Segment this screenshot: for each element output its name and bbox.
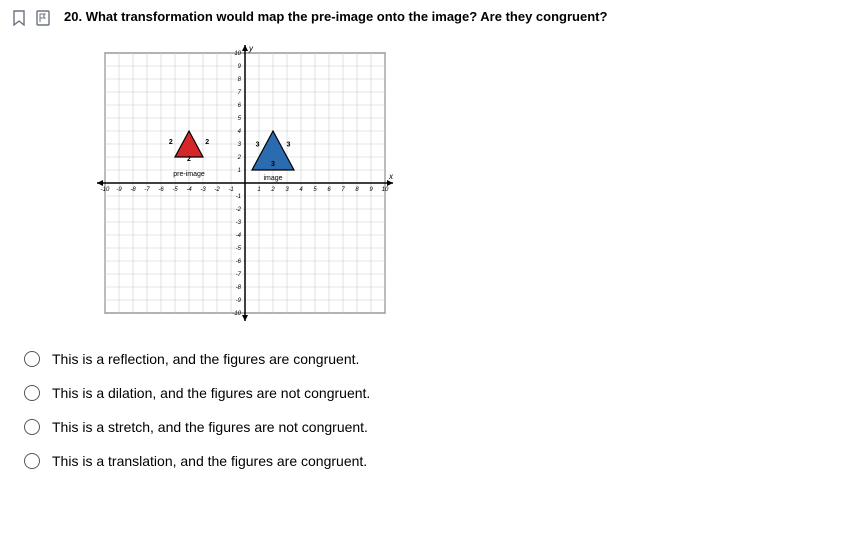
svg-text:1: 1 [257, 187, 260, 193]
svg-text:image: image [263, 175, 282, 182]
svg-text:2: 2 [169, 139, 173, 146]
radio-icon[interactable] [24, 419, 40, 435]
svg-text:-3: -3 [200, 187, 206, 193]
svg-text:-1: -1 [228, 187, 233, 193]
svg-text:3: 3 [256, 142, 260, 149]
svg-text:10: 10 [234, 51, 241, 57]
svg-text:1: 1 [238, 168, 241, 174]
svg-text:2: 2 [187, 156, 191, 163]
svg-text:-6: -6 [236, 259, 242, 265]
svg-text:-8: -8 [236, 285, 242, 291]
svg-text:-4: -4 [186, 187, 192, 193]
svg-text:-7: -7 [144, 187, 150, 193]
answer-option[interactable]: This is a translation, and the figures a… [24, 453, 829, 469]
svg-text:-5: -5 [236, 246, 242, 252]
svg-text:-9: -9 [116, 187, 122, 193]
svg-text:-5: -5 [172, 187, 178, 193]
graph-svg: -10-9-8-7-6-5-4-3-2-11234567891012345678… [90, 38, 400, 328]
svg-text:-9: -9 [236, 298, 242, 304]
radio-icon[interactable] [24, 385, 40, 401]
answer-text: This is a stretch, and the figures are n… [52, 419, 368, 435]
answer-option[interactable]: This is a dilation, and the figures are … [24, 385, 829, 401]
answer-option[interactable]: This is a reflection, and the figures ar… [24, 351, 829, 367]
svg-text:3: 3 [271, 161, 275, 168]
svg-text:y: y [248, 44, 254, 53]
answer-option[interactable]: This is a stretch, and the figures are n… [24, 419, 829, 435]
svg-text:-3: -3 [236, 220, 242, 226]
svg-text:-10: -10 [232, 311, 241, 317]
svg-text:-1: -1 [236, 194, 241, 200]
svg-text:2: 2 [270, 187, 275, 193]
question-prompt: What transformation would map the pre-im… [86, 9, 608, 24]
question-number: 20. [64, 9, 82, 24]
question-text-block: 20. What transformation would map the pr… [64, 8, 607, 26]
answer-text: This is a translation, and the figures a… [52, 453, 367, 469]
icon-group [12, 10, 50, 26]
svg-text:x: x [388, 172, 394, 181]
flag-icon[interactable] [36, 10, 50, 26]
svg-text:-2: -2 [236, 207, 242, 213]
svg-text:-8: -8 [130, 187, 136, 193]
svg-text:-6: -6 [158, 187, 164, 193]
coordinate-graph: -10-9-8-7-6-5-4-3-2-11234567891012345678… [90, 38, 829, 331]
svg-text:10: 10 [382, 187, 389, 193]
radio-icon[interactable] [24, 453, 40, 469]
svg-text:-7: -7 [236, 272, 242, 278]
answer-text: This is a dilation, and the figures are … [52, 385, 370, 401]
bookmark-icon[interactable] [12, 10, 26, 26]
svg-text:2: 2 [205, 139, 209, 146]
svg-text:2: 2 [237, 155, 242, 161]
svg-text:pre-image: pre-image [173, 171, 205, 178]
answer-list: This is a reflection, and the figures ar… [24, 351, 829, 469]
radio-icon[interactable] [24, 351, 40, 367]
svg-text:-4: -4 [236, 233, 242, 239]
question-header: 20. What transformation would map the pr… [12, 8, 829, 26]
svg-text:3: 3 [286, 142, 290, 149]
svg-text:-2: -2 [214, 187, 220, 193]
answer-text: This is a reflection, and the figures ar… [52, 351, 359, 367]
svg-text:-10: -10 [101, 187, 110, 193]
